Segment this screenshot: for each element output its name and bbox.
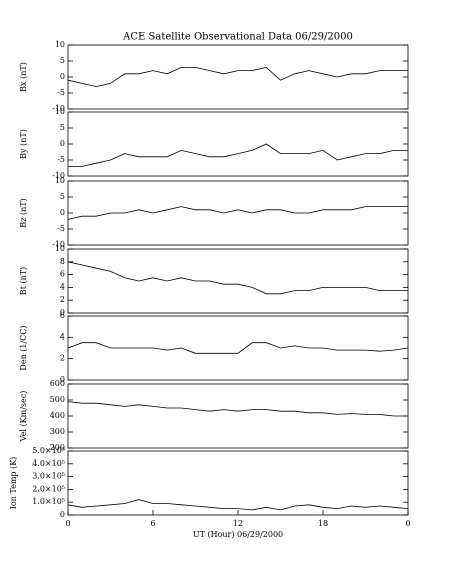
y-tick-label: 2.0×10⁵ bbox=[32, 484, 65, 493]
data-line bbox=[67, 261, 408, 295]
y-axis-label: Bz (nT) bbox=[19, 198, 28, 227]
x-axis-label: UT (Hour) 06/29/2000 bbox=[193, 530, 283, 539]
y-tick-label: 0 bbox=[60, 72, 65, 81]
y-tick-label: 0 bbox=[60, 375, 65, 384]
y-tick-label: 0 bbox=[60, 208, 65, 217]
y-tick-label: 4 bbox=[60, 332, 65, 341]
x-tick-label: 0 bbox=[405, 519, 410, 528]
y-axis-label: Bt (nT) bbox=[19, 267, 28, 295]
y-tick-label: 6 bbox=[60, 311, 65, 320]
y-tick-label: 4 bbox=[60, 282, 65, 291]
y-tick-label: 10 bbox=[55, 176, 65, 185]
x-tick-label: 0 bbox=[65, 519, 70, 528]
y-tick-label: 1.0×10⁵ bbox=[32, 497, 65, 506]
y-tick-label: 400 bbox=[50, 411, 65, 420]
y-axis-label: Vel (Km/sec) bbox=[19, 391, 28, 443]
y-tick-label: 4.0×10⁵ bbox=[32, 459, 65, 468]
y-tick-label: -5 bbox=[57, 224, 65, 233]
panel-frame bbox=[67, 383, 409, 449]
y-tick-label: 6 bbox=[60, 270, 65, 279]
y-axis-label: By (nT) bbox=[19, 129, 28, 159]
y-tick-label: 300 bbox=[50, 427, 65, 436]
y-tick-label: 0 bbox=[60, 139, 65, 148]
y-tick-label: -5 bbox=[57, 88, 65, 97]
y-tick-label: -5 bbox=[57, 155, 65, 164]
y-tick-label: 3.0×10⁵ bbox=[32, 472, 65, 481]
y-tick-label: 5 bbox=[60, 56, 65, 65]
y-tick-label: 10 bbox=[55, 107, 65, 116]
y-tick-label: 600 bbox=[50, 379, 65, 388]
x-tick-label: 6 bbox=[150, 519, 155, 528]
panel-frame bbox=[67, 248, 409, 314]
y-tick-label: -10 bbox=[52, 171, 65, 180]
x-tick-label: 18 bbox=[318, 519, 328, 528]
y-tick-label: -10 bbox=[52, 104, 65, 113]
y-tick-label: 500 bbox=[50, 395, 65, 404]
y-tick-label: 0 bbox=[60, 308, 65, 317]
panel-frame bbox=[67, 44, 409, 110]
y-tick-label: 2 bbox=[60, 295, 65, 304]
y-tick-label: 2 bbox=[60, 354, 65, 363]
data-line bbox=[67, 206, 408, 220]
y-tick-label: -10 bbox=[52, 240, 65, 249]
y-tick-label: 5 bbox=[60, 192, 65, 201]
y-tick-label: 8 bbox=[60, 257, 65, 266]
y-tick-label: 10 bbox=[55, 244, 65, 253]
panel-frame bbox=[67, 450, 409, 516]
y-tick-label: 10 bbox=[55, 40, 65, 49]
x-tick-label: 12 bbox=[233, 519, 243, 528]
data-line bbox=[67, 499, 409, 511]
data-line bbox=[67, 401, 408, 417]
y-axis-label: Bx (nT) bbox=[19, 62, 28, 92]
data-line bbox=[67, 66, 408, 88]
y-tick-label: 200 bbox=[50, 443, 65, 452]
y-axis-label: Den (1/CC) bbox=[19, 325, 28, 370]
y-tick-label: 0 bbox=[60, 510, 65, 519]
chart-title: ACE Satellite Observational Data 06/29/2… bbox=[122, 32, 353, 43]
y-axis-label: Ion Temp (K) bbox=[9, 457, 18, 510]
panel-frame bbox=[67, 111, 409, 177]
y-tick-label: 5.0×10⁵ bbox=[32, 446, 65, 455]
data-line bbox=[68, 143, 408, 167]
y-tick-label: 5 bbox=[60, 123, 65, 132]
data-line bbox=[67, 342, 409, 354]
